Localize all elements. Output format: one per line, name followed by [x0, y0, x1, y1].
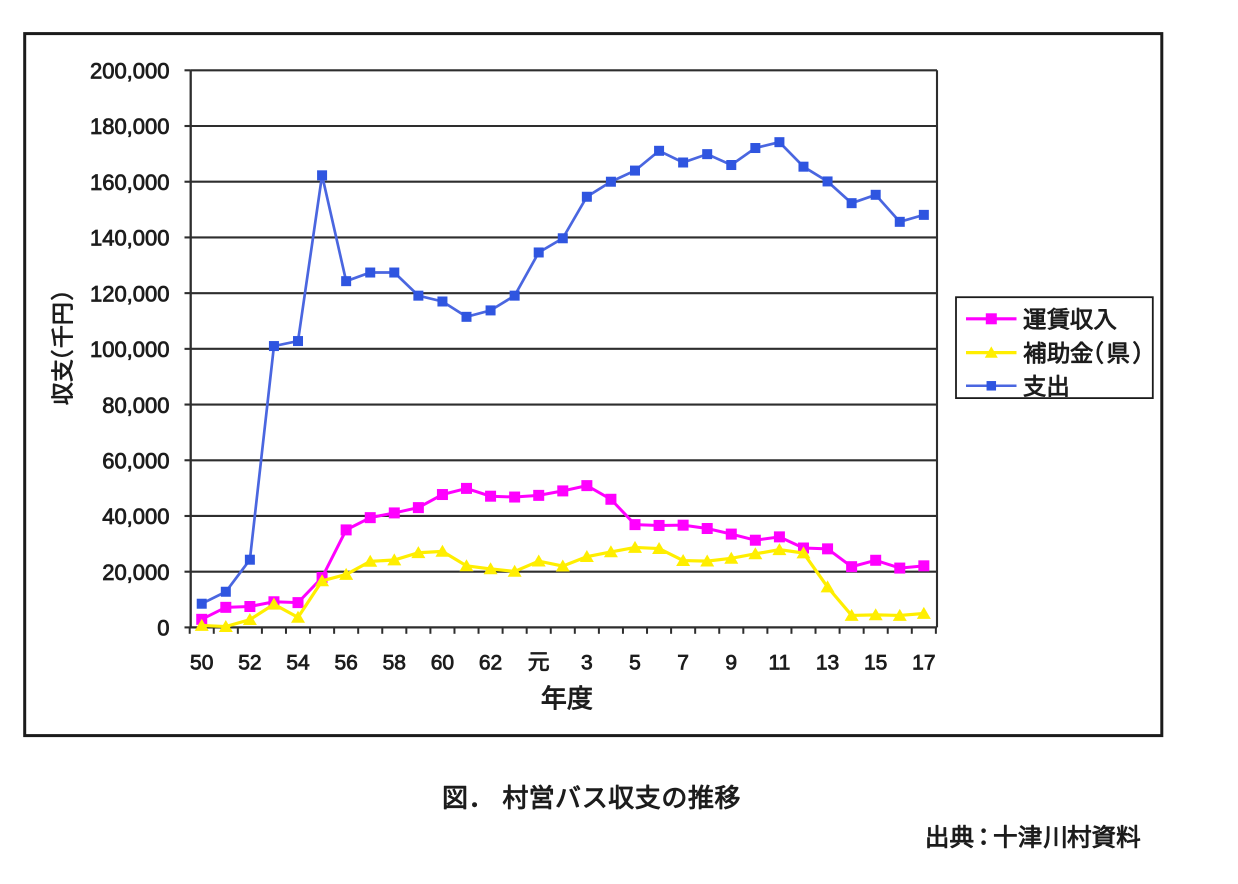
svg-text:180,000: 180,000 — [90, 114, 170, 139]
svg-text:3: 3 — [581, 652, 593, 675]
svg-text:20,000: 20,000 — [102, 560, 169, 585]
svg-text:15: 15 — [864, 652, 887, 675]
svg-text:200,000: 200,000 — [90, 59, 170, 84]
svg-text:80,000: 80,000 — [102, 393, 169, 418]
svg-text:58: 58 — [383, 652, 406, 675]
svg-text:17: 17 — [912, 652, 935, 675]
svg-text:5: 5 — [629, 652, 641, 675]
svg-text:52: 52 — [238, 652, 261, 675]
svg-text:54: 54 — [286, 652, 310, 675]
svg-text:62: 62 — [479, 652, 502, 675]
svg-text:100,000: 100,000 — [90, 337, 170, 362]
svg-text:50: 50 — [190, 652, 213, 675]
svg-text:9: 9 — [725, 652, 737, 675]
svg-text:0: 0 — [157, 616, 169, 641]
svg-text:56: 56 — [334, 652, 357, 675]
svg-text:11: 11 — [769, 652, 791, 675]
svg-text:60,000: 60,000 — [102, 448, 169, 473]
svg-text:120,000: 120,000 — [90, 281, 170, 306]
svg-text:7: 7 — [677, 652, 689, 675]
svg-text:13: 13 — [816, 652, 839, 675]
svg-text:60: 60 — [431, 652, 454, 675]
svg-text:140,000: 140,000 — [90, 226, 170, 251]
svg-text:40,000: 40,000 — [102, 504, 169, 529]
svg-text:160,000: 160,000 — [90, 170, 170, 195]
